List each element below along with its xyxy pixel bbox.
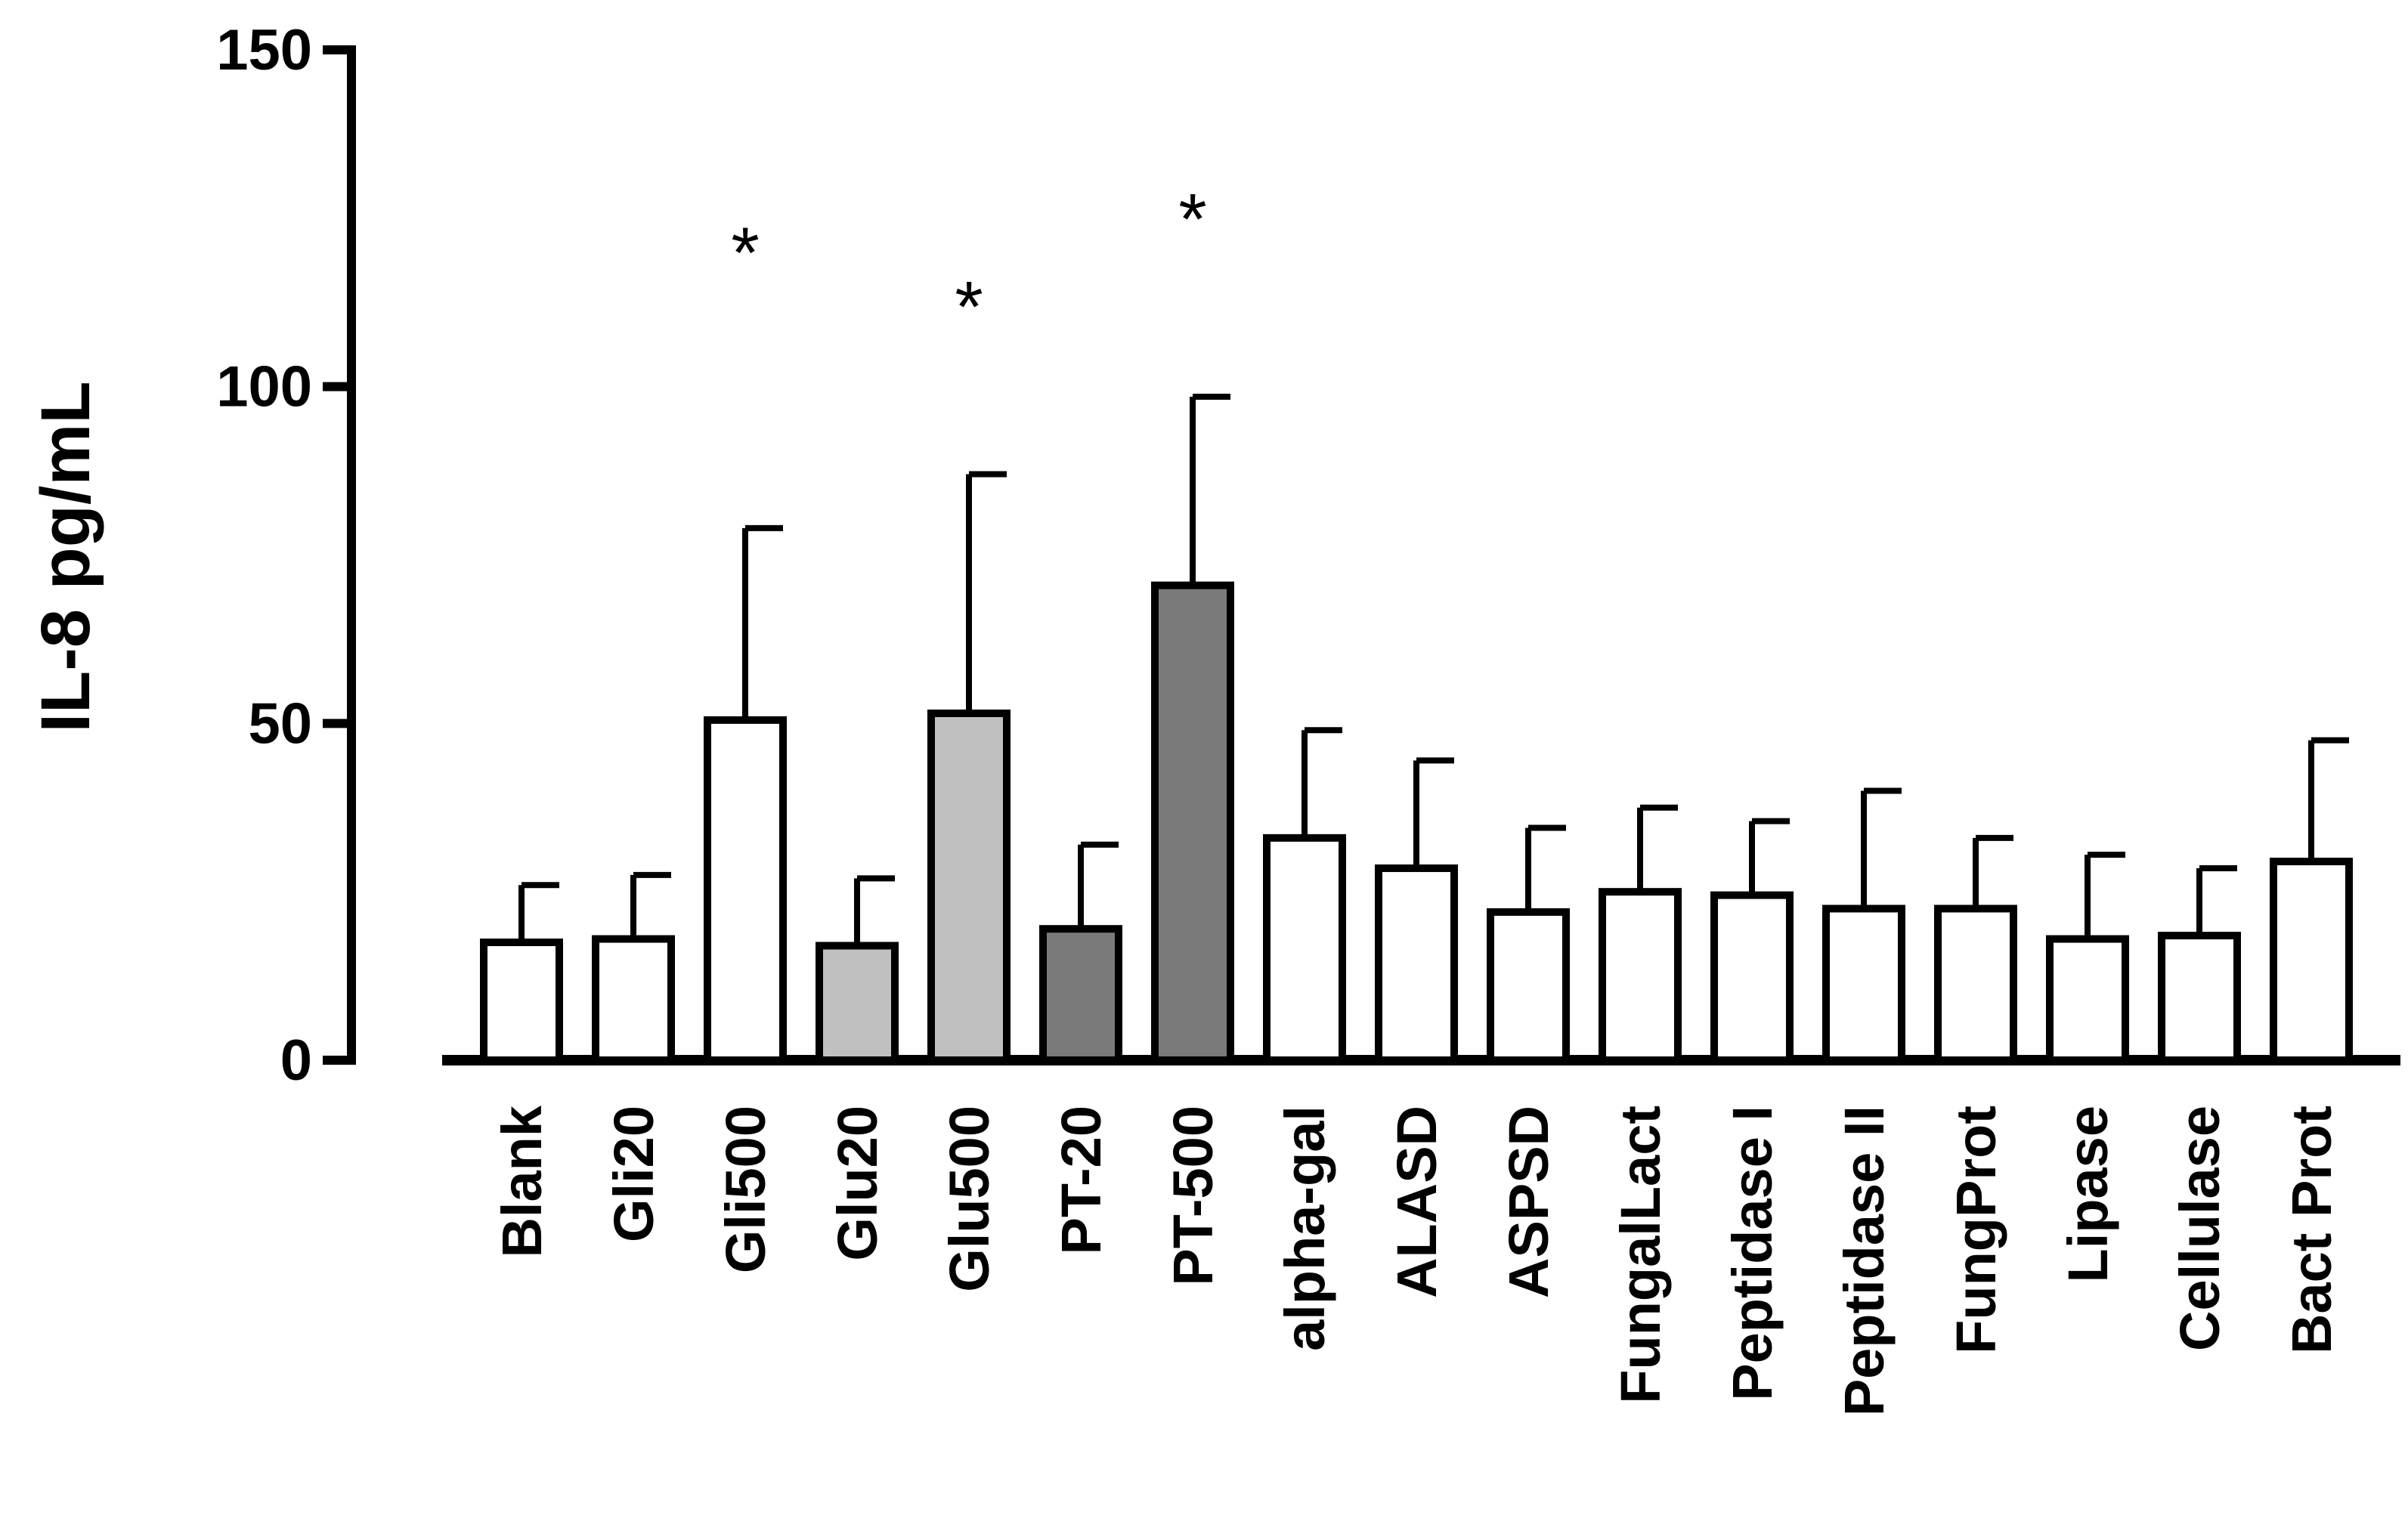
- bar-series: [480, 394, 2353, 1065]
- significance-markers: * * *: [731, 179, 1206, 348]
- x-tick-label: ALASD: [1385, 1106, 1448, 1298]
- y-tick-label: 100: [216, 355, 312, 419]
- bar: [1822, 905, 1905, 1064]
- bar: [592, 935, 675, 1065]
- x-tick-label: FungalLact: [1609, 1106, 1672, 1404]
- bar: [927, 709, 1011, 1064]
- x-tick-label: PT-500: [1162, 1106, 1224, 1286]
- bar: [816, 942, 899, 1065]
- x-tick-label: Lipase: [2057, 1106, 2119, 1282]
- x-tick-label: Peptidase II: [1833, 1106, 1896, 1416]
- x-tick-label: Peptidase I: [1721, 1106, 1784, 1401]
- x-tick-label: PT-20: [1050, 1106, 1113, 1254]
- bar: [480, 939, 563, 1065]
- x-tick-label: Glu500: [938, 1106, 1001, 1292]
- significance-asterisk: *: [731, 213, 759, 294]
- x-tick-label: Bact Prot: [2280, 1106, 2343, 1354]
- x-axis: Blank Gli20 Gli500 Glu20 Glu500 PT-20 PT-500 al…: [442, 1055, 2400, 1416]
- x-tick-label: Gli500: [714, 1106, 777, 1273]
- y-tick-label: 0: [280, 1028, 312, 1093]
- bar: [1487, 908, 1570, 1064]
- bar: [1599, 888, 1682, 1064]
- x-tick-label: alpha-gal: [1274, 1106, 1336, 1351]
- y-tick-label: 150: [216, 18, 312, 82]
- bar: [704, 716, 787, 1064]
- y-tick-label: 50: [248, 691, 312, 756]
- bar: [1263, 833, 1346, 1064]
- bar: [1151, 581, 1234, 1064]
- bar: [2270, 858, 2353, 1064]
- x-tick-label: Cellulase: [2168, 1106, 2231, 1351]
- x-tick-label: Glu20: [826, 1106, 889, 1261]
- x-tick-label: FungProt: [1945, 1106, 2007, 1354]
- bar: [2158, 932, 2241, 1065]
- bar: [1039, 925, 1122, 1064]
- y-axis: 0 50 100 150: [216, 18, 356, 1093]
- bar: [2046, 935, 2129, 1065]
- bar: [1934, 905, 2017, 1064]
- x-tick-label: Gli20: [602, 1106, 665, 1242]
- significance-asterisk: *: [1178, 179, 1206, 260]
- x-tick-label: Blank: [491, 1105, 553, 1257]
- significance-asterisk: *: [955, 267, 983, 348]
- y-axis-title: IL-8 pg/mL: [27, 381, 104, 732]
- bar: [1710, 891, 1794, 1064]
- x-tick-label: ASPSD: [1497, 1106, 1560, 1298]
- bar: [1375, 864, 1458, 1064]
